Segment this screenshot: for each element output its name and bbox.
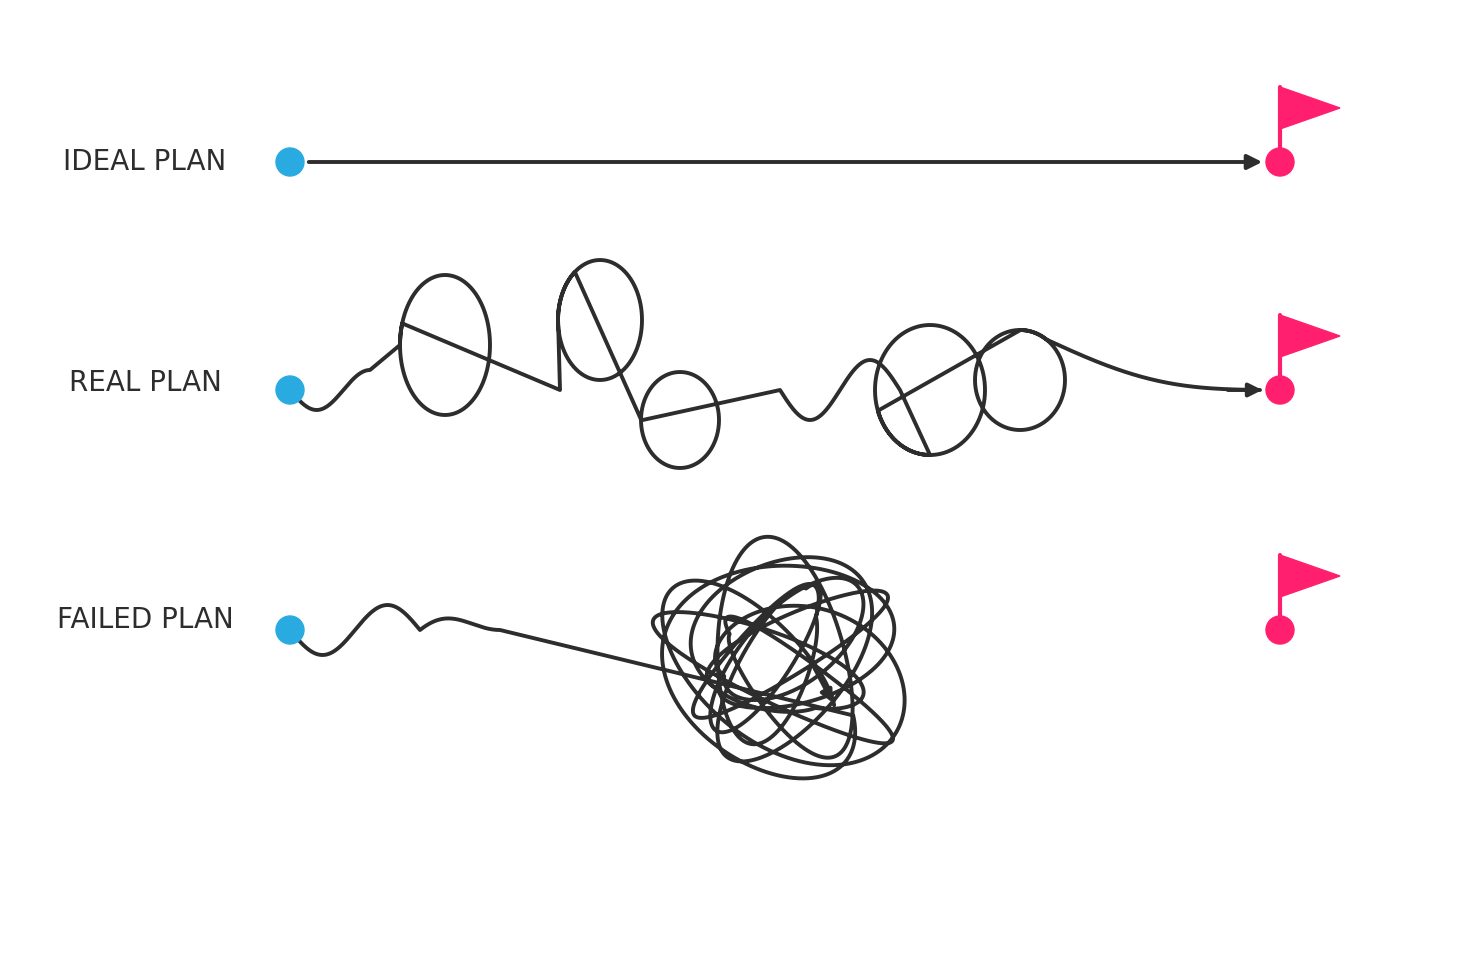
Circle shape [276, 376, 304, 404]
Text: REAL PLAN: REAL PLAN [69, 369, 222, 397]
Circle shape [276, 616, 304, 644]
Polygon shape [1280, 555, 1341, 597]
Circle shape [276, 148, 304, 176]
Circle shape [1266, 376, 1294, 404]
Polygon shape [1280, 87, 1341, 129]
Text: FAILED PLAN: FAILED PLAN [57, 606, 234, 634]
Polygon shape [1280, 315, 1341, 357]
Circle shape [1266, 616, 1294, 644]
Circle shape [1266, 148, 1294, 176]
Text: IDEAL PLAN: IDEAL PLAN [63, 148, 226, 176]
